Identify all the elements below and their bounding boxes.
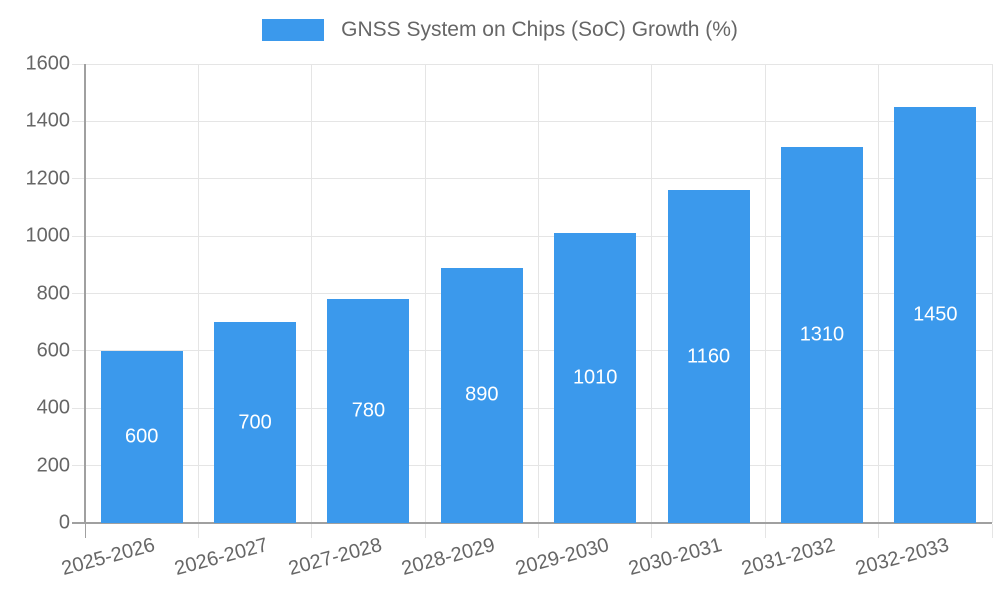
y-axis-tick-label: 0 <box>58 511 70 534</box>
x-axis-category-label: 2026-2027 <box>172 534 271 581</box>
x-axis-tick <box>538 524 539 538</box>
x-gridline <box>764 64 766 523</box>
x-axis-category-label: 2029-2030 <box>512 534 611 581</box>
legend-label: GNSS System on Chips (SoC) Growth (%) <box>341 18 738 41</box>
y-gridline <box>72 293 992 294</box>
y-axis-tick-label: 1400 <box>25 109 71 132</box>
bar <box>214 322 297 523</box>
y-gridline <box>72 178 992 180</box>
bar-value-label: 1310 <box>799 323 845 346</box>
y-axis-tick-label: 400 <box>36 396 70 419</box>
x-axis-category-label: 2031-2032 <box>739 534 838 581</box>
y-axis-tick-label: 200 <box>36 454 70 477</box>
x-gridline <box>197 64 199 523</box>
bar <box>327 299 410 523</box>
x-gridline <box>311 64 313 523</box>
x-axis-tick <box>878 524 880 538</box>
x-axis-category-label: 2028-2029 <box>399 534 498 581</box>
x-axis-line <box>72 522 992 524</box>
x-axis-tick <box>764 524 766 538</box>
y-gridline <box>72 407 992 409</box>
bar-value-label: 600 <box>125 425 159 448</box>
x-axis-tick <box>84 524 86 538</box>
bar-value-label: 1450 <box>913 303 958 326</box>
x-axis-category-label: 2025-2026 <box>59 534 158 581</box>
bar <box>894 107 977 523</box>
bar <box>780 147 863 523</box>
bar <box>667 190 750 523</box>
x-axis-tick <box>651 524 653 538</box>
legend-swatch <box>262 19 325 41</box>
x-gridline <box>878 64 880 523</box>
bar <box>554 233 637 523</box>
x-gridline <box>651 64 653 523</box>
y-gridline <box>72 465 992 467</box>
bar-value-label: 780 <box>351 399 386 422</box>
bar-value-label: 1160 <box>687 345 731 368</box>
x-axis-category-label: 2030-2031 <box>626 534 725 581</box>
x-axis-tick <box>991 524 993 538</box>
legend[interactable]: GNSS System on Chips (SoC) Growth (%) <box>0 18 1000 42</box>
y-gridline <box>72 63 992 65</box>
x-axis-tick <box>424 524 426 538</box>
bar <box>440 267 523 523</box>
y-axis-tick-label: 600 <box>36 339 70 362</box>
x-gridline <box>538 64 539 523</box>
y-gridline <box>72 120 992 122</box>
x-gridline <box>424 64 426 523</box>
x-gridline <box>991 64 993 523</box>
x-axis-category-label: 2032-2033 <box>852 534 952 581</box>
y-axis-tick-label: 1000 <box>25 224 71 247</box>
bar-value-label: 700 <box>238 411 272 434</box>
y-axis-line <box>84 64 86 523</box>
bar-value-label: 1010 <box>572 366 618 389</box>
bar-value-label: 890 <box>465 383 499 406</box>
x-axis-category-label: 2027-2028 <box>286 534 385 581</box>
y-axis-tick-label: 800 <box>36 282 70 304</box>
bar <box>100 350 183 523</box>
x-axis-tick <box>197 524 199 538</box>
y-axis-tick-label: 1200 <box>25 167 71 190</box>
y-gridline <box>72 350 992 352</box>
y-gridline <box>72 235 992 237</box>
x-axis-tick <box>311 524 313 538</box>
y-axis-tick-label: 1600 <box>25 52 71 75</box>
